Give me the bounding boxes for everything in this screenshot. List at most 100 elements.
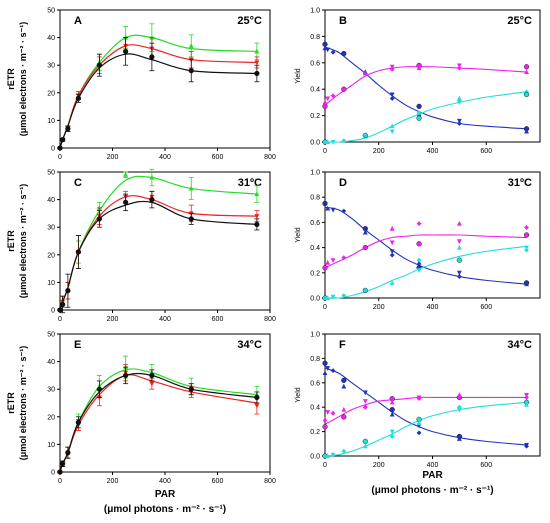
panel-b-temperature: 25°C: [507, 15, 532, 27]
panel-a-red-point-8: [254, 60, 260, 66]
panel-a-series-black: [57, 37, 260, 151]
panel-d-magenta-point-9: [456, 220, 462, 226]
panel-e-xtick-label-4: 800: [264, 478, 276, 485]
panel-a-green-point-7: [188, 43, 194, 48]
panel-f-blue-point-9: [389, 411, 395, 417]
panel-d-magenta-point-7: [416, 221, 422, 227]
panel-a-series-red: [57, 37, 260, 151]
panel-d-cyan-point-7: [416, 257, 422, 263]
panel-e-y-units: (μmol electrons · m⁻² · s⁻¹): [18, 346, 28, 461]
panel-f-ytick-label-5: 1.0: [310, 332, 320, 339]
panel-c-black-point-3: [75, 249, 81, 255]
panel-f-ytick-label-0: 0.0: [310, 454, 320, 461]
panel-a-xtick-label-0: 0: [58, 154, 62, 161]
panel-f-cyan-point-9: [416, 420, 422, 426]
panel-f-letter: F: [339, 339, 346, 351]
panel-e-y-title: rETR: [6, 392, 16, 414]
panel-f-blue-point-5: [341, 383, 347, 389]
panel-b-cyan-point-5: [389, 123, 395, 129]
panel-e-ytick-label-0: 0: [51, 470, 55, 477]
panel-a-black-point-4: [96, 62, 102, 68]
panel-e: 0 10 20 30 40 50 0 200 400 600 800 E 34°C rETR (μmol e…: [6, 332, 276, 486]
panel-e-series-red: [57, 363, 260, 475]
panel-b-magenta-point-2: [325, 96, 331, 102]
panel-b-blue-point-6: [389, 92, 395, 98]
panel-b-ytick-label-3: 0.6: [310, 60, 320, 67]
panel-f-ytick-label-1: 0.2: [310, 429, 320, 436]
panel-d-ytick-label-5: 1.0: [310, 170, 320, 177]
panel-e-xtick-label-1: 200: [107, 478, 119, 485]
panel-a-y-units: (μmol electrons · m⁻² · s⁻¹): [18, 22, 28, 137]
panel-e-red-fit-line: [59, 374, 257, 473]
panel-f-xtick-label-1: 200: [373, 462, 385, 469]
panel-f-series-cyan: [322, 399, 530, 459]
panel-f-y-title: Yield: [295, 387, 302, 402]
panel-f-blue-point-8: [389, 407, 395, 413]
panel-b-series-blue: [322, 41, 530, 134]
panel-b-cyan-point-3: [341, 138, 347, 144]
panel-b-magenta-point-7: [389, 67, 395, 72]
panel-c-black-fit-line: [59, 200, 257, 311]
panel-b-cyan-point-9: [456, 95, 462, 101]
panel-e-black-point-1: [60, 461, 66, 467]
panel-b-ytick-label-4: 0.8: [310, 34, 320, 41]
panel-c-ytick-label-1: 10: [47, 280, 55, 287]
panel-a-y-title: rETR: [6, 68, 16, 90]
panel-b-xtick-label-0: 0: [323, 148, 327, 155]
panel-d-temperature: 31ºC: [508, 177, 532, 189]
panel-e-black-point-4: [96, 386, 102, 392]
panel-b-magenta-point-9: [416, 65, 422, 71]
panel-e-series-green: [57, 355, 260, 474]
panel-c-letter: C: [74, 177, 82, 189]
panel-d-ytick-label-2: 0.4: [310, 245, 320, 252]
panel-c-ytick-label-4: 40: [47, 197, 55, 204]
panel-f-cyan-point-2: [330, 452, 336, 458]
panel-c-series-green: [57, 168, 260, 312]
panel-b-magenta-point-13: [524, 69, 529, 75]
panel-f-xtick-label-2: 400: [427, 462, 439, 469]
panel-f-cyan-point-10: [456, 407, 462, 413]
panel-f-blue-point-3: [330, 368, 336, 373]
panel-b-magenta-point-1: [322, 99, 328, 105]
panel-b-cyan-point-10: [456, 100, 462, 106]
panel-a-xtick-label-2: 400: [159, 154, 171, 161]
panel-c-xtick-label-4: 800: [264, 316, 276, 323]
panel-b-magenta-point-3: [330, 93, 336, 99]
panel-b-blue-point-8: [416, 103, 422, 109]
panel-a-ytick-label-4: 40: [47, 35, 55, 42]
panel-a-black-point-8: [254, 70, 260, 77]
panel-c-series-black: [57, 190, 260, 314]
panel-c-ytick-label-0: 0: [51, 308, 55, 315]
panel-c-y-title: rETR: [6, 230, 16, 252]
panel-d-ytick-label-1: 0.2: [310, 270, 320, 277]
panel-b-blue-point-2: [325, 47, 331, 53]
panel-d-cyan-point-6: [416, 268, 422, 274]
panel-d-series-blue: [322, 200, 530, 287]
panel-e-xtick-label-2: 400: [159, 478, 171, 485]
panel-c-green-point-6: [149, 174, 155, 180]
panel-d-cyan-point-2: [330, 294, 336, 300]
panel-d-ytick-label-0: 0.0: [310, 296, 320, 303]
panel-b-blue-fit-line: [324, 46, 527, 130]
panel-b: 0.0 0.2 0.4 0.6 0.8 1.0 0 200 400 600 B 25°C Yield: [295, 8, 541, 155]
panel-a-ytick-label-5: 50: [47, 8, 55, 15]
panel-f-ytick-label-4: 0.8: [310, 356, 320, 363]
panel-f-magenta-point-7: [362, 404, 368, 410]
panel-f-blue-point-6: [362, 390, 368, 396]
panel-a-black-point-5: [123, 48, 129, 55]
panel-f-magenta-point-15: [524, 395, 529, 400]
panel-d-xtick-label-0: 0: [323, 304, 327, 311]
panel-a-frame: [59, 9, 271, 149]
panel-d-cyan-point-5: [389, 280, 395, 285]
panel-f-blue-point-13: [456, 436, 462, 441]
panel-c-green-point-5: [123, 171, 129, 177]
panel-e-temperature: 34°C: [237, 339, 262, 351]
panel-a-black-fit-line: [59, 53, 257, 149]
panel-e-red-point-6: [149, 381, 155, 387]
panel-d-xtick-label-3: 600: [480, 304, 492, 311]
panel-d-cyan-fit-line: [324, 245, 527, 299]
panel-f-magenta-point-9: [389, 399, 395, 405]
panel-e-ytick-label-4: 40: [47, 359, 55, 366]
panel-e-black-point-8: [254, 394, 260, 401]
